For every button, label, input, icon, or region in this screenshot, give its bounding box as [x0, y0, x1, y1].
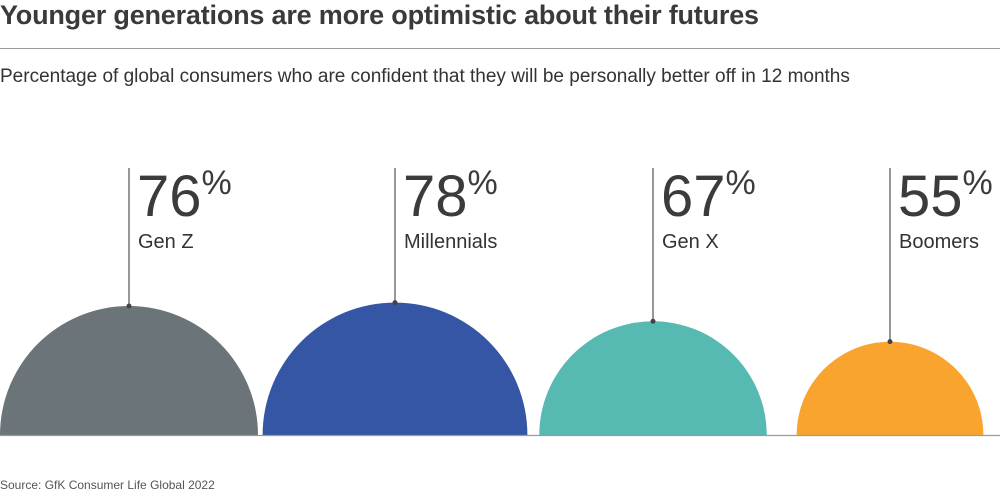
leader-dot	[126, 303, 132, 309]
generation-group: 55%Boomers	[796, 164, 993, 435]
semicircle-bar	[0, 306, 258, 435]
generation-group: 67%Gen X	[539, 164, 767, 435]
value-label: 55%	[898, 164, 993, 229]
chart-subtitle: Percentage of global consumers who are c…	[0, 66, 850, 87]
value-unit: %	[726, 164, 756, 202]
source-note: Source: GfK Consumer Life Global 2022	[0, 478, 215, 492]
category-label: Gen Z	[138, 231, 194, 253]
generation-group: 76%Gen Z	[0, 164, 258, 435]
value-unit: %	[963, 164, 993, 202]
value-label: 78%	[403, 164, 498, 229]
value-unit: %	[468, 164, 498, 202]
value-label: 67%	[661, 164, 756, 229]
semicircle-bar	[796, 341, 984, 435]
category-label: Gen X	[662, 231, 719, 253]
semicircle-bar	[262, 302, 528, 435]
title-divider	[0, 48, 1000, 49]
leader-dot	[392, 300, 398, 306]
generation-group: 78%Millennials	[262, 164, 528, 435]
value-label: 76%	[137, 164, 232, 229]
leader-dot	[887, 339, 893, 345]
semicircle-bar	[539, 321, 767, 435]
category-label: Boomers	[899, 231, 979, 253]
leader-dot	[650, 318, 656, 324]
category-label: Millennials	[404, 231, 497, 253]
value-unit: %	[202, 164, 232, 202]
chart-title: Younger generations are more optimistic …	[0, 0, 759, 30]
